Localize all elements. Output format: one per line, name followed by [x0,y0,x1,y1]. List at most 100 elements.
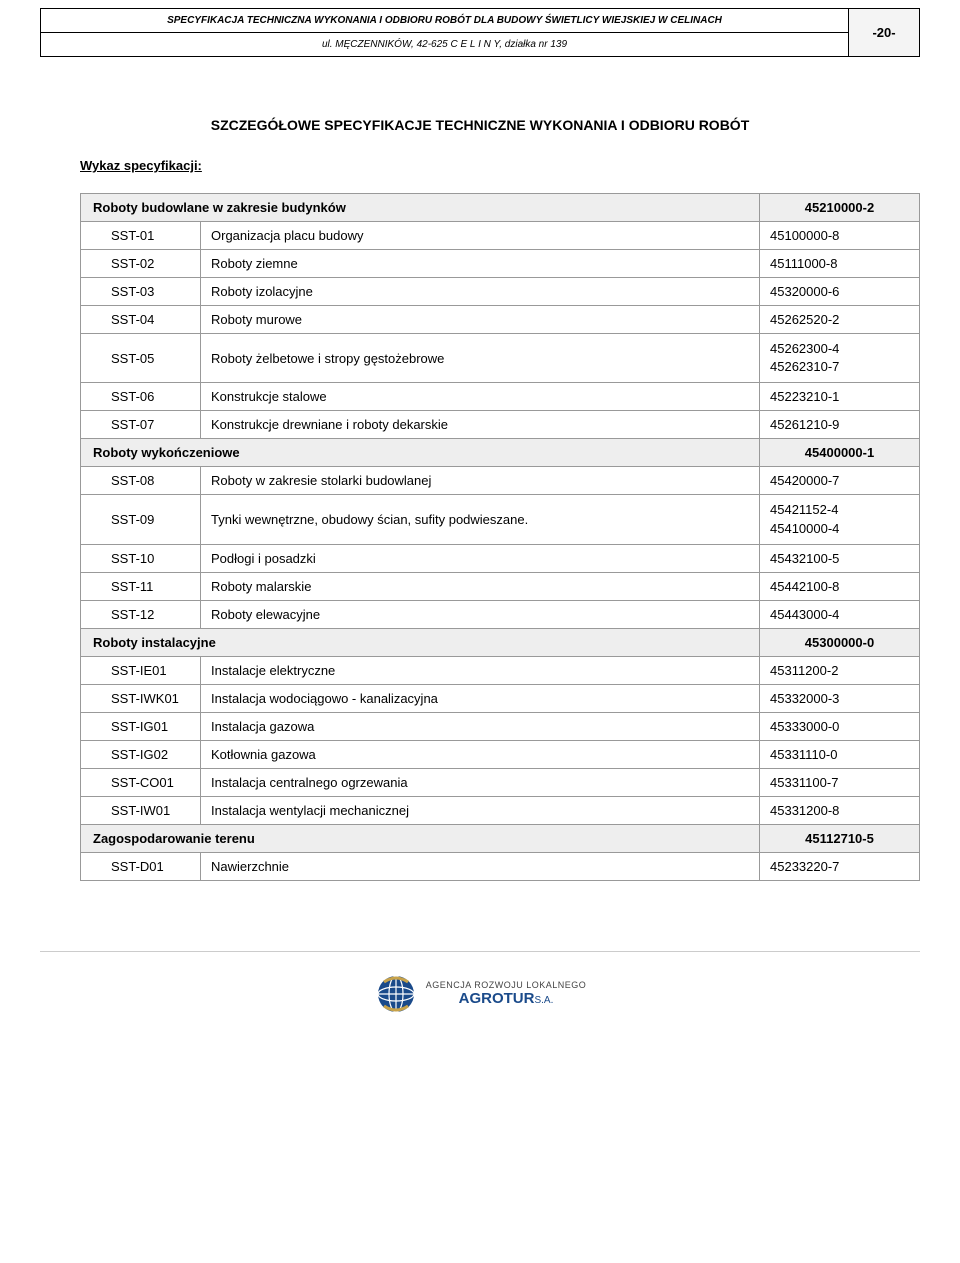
table-row: SST-11Roboty malarskie45442100-8 [81,572,920,600]
row-desc: Roboty murowe [201,306,760,334]
row-code: SST-IG01 [81,712,201,740]
row-code: SST-IWK01 [81,684,201,712]
row-desc: Instalacja gazowa [201,712,760,740]
row-desc: Konstrukcje stalowe [201,383,760,411]
row-num: 45261210-9 [760,411,920,439]
table-group-row: Roboty instalacyjne45300000-0 [81,628,920,656]
table-group-row: Roboty wykończeniowe45400000-1 [81,439,920,467]
table-row: SST-09Tynki wewnętrzne, obudowy ścian, s… [81,495,920,544]
row-num: 45262520-2 [760,306,920,334]
row-num: 45420000-7 [760,467,920,495]
row-desc: Instalacja wentylacji mechanicznej [201,796,760,824]
list-label: Wykaz specyfikacji: [80,158,920,173]
row-desc: Nawierzchnie [201,852,760,880]
footer-text-block: AGENCJA ROZWOJU LOKALNEGO AGROTURS.A. [426,980,587,1007]
table-row: SST-06Konstrukcje stalowe45223210-1 [81,383,920,411]
row-num: 45333000-0 [760,712,920,740]
footer-brand: AGROTUR [459,990,535,1007]
row-code: SST-10 [81,544,201,572]
row-desc: Instalacja centralnego ogrzewania [201,768,760,796]
row-num: 45262300-445262310-7 [760,334,920,383]
row-desc: Konstrukcje drewniane i roboty dekarskie [201,411,760,439]
group-num: 45300000-0 [760,628,920,656]
header-title: SPECYFIKACJA TECHNICZNA WYKONANIA I ODBI… [41,9,848,33]
row-code: SST-09 [81,495,201,544]
row-code: SST-05 [81,334,201,383]
row-code: SST-06 [81,383,201,411]
table-row: SST-10Podłogi i posadzki45432100-5 [81,544,920,572]
row-desc: Roboty ziemne [201,250,760,278]
table-row: SST-12Roboty elewacyjne45443000-4 [81,600,920,628]
row-desc: Tynki wewnętrzne, obudowy ścian, sufity … [201,495,760,544]
header-box: SPECYFIKACJA TECHNICZNA WYKONANIA I ODBI… [40,8,920,57]
row-desc: Roboty malarskie [201,572,760,600]
table-row: SST-03Roboty izolacyjne45320000-6 [81,278,920,306]
row-num: 45331100-7 [760,768,920,796]
row-desc: Kotłownia gazowa [201,740,760,768]
table-row: SST-IG01Instalacja gazowa45333000-0 [81,712,920,740]
group-num: 45210000-2 [760,194,920,222]
row-code: SST-12 [81,600,201,628]
footer-brand-line: AGROTURS.A. [426,990,587,1007]
document-page: SPECYFIKACJA TECHNICZNA WYKONANIA I ODBI… [0,0,960,1059]
row-num: 45311200-2 [760,656,920,684]
row-num: 45233220-7 [760,852,920,880]
footer-agency-line: AGENCJA ROZWOJU LOKALNEGO [426,980,587,990]
row-code: SST-08 [81,467,201,495]
header-subtitle: ul. MĘCZENNIKÓW, 42-625 C E L I N Y, dzi… [41,33,848,56]
table-row: SST-02Roboty ziemne45111000-8 [81,250,920,278]
table-row: SST-01Organizacja placu budowy45100000-8 [81,222,920,250]
row-desc: Roboty w zakresie stolarki budowlanej [201,467,760,495]
table-row: SST-04Roboty murowe45262520-2 [81,306,920,334]
row-num: 45443000-4 [760,600,920,628]
table-row: SST-CO01Instalacja centralnego ogrzewani… [81,768,920,796]
row-num: 45111000-8 [760,250,920,278]
footer: AGENCJA ROZWOJU LOKALNEGO AGROTURS.A. [40,951,920,1019]
table-row: SST-D01Nawierzchnie45233220-7 [81,852,920,880]
row-code: SST-04 [81,306,201,334]
table-row: SST-IE01Instalacje elektryczne45311200-2 [81,656,920,684]
row-code: SST-CO01 [81,768,201,796]
row-code: SST-D01 [81,852,201,880]
group-num: 45400000-1 [760,439,920,467]
page-number: -20- [849,9,919,56]
row-num: 45421152-445410000-4 [760,495,920,544]
spec-table: Roboty budowlane w zakresie budynków4521… [80,193,920,881]
group-label: Roboty wykończeniowe [81,439,760,467]
row-code: SST-02 [81,250,201,278]
row-code: SST-IE01 [81,656,201,684]
header-left: SPECYFIKACJA TECHNICZNA WYKONANIA I ODBI… [41,9,849,56]
row-desc: Roboty elewacyjne [201,600,760,628]
footer-sa: S.A. [534,995,553,1006]
row-num: 45100000-8 [760,222,920,250]
row-desc: Roboty żelbetowe i stropy gęstożebrowe [201,334,760,383]
table-row: SST-IW01Instalacja wentylacji mechaniczn… [81,796,920,824]
section-title: SZCZEGÓŁOWE SPECYFIKACJE TECHNICZNE WYKO… [40,117,920,133]
table-group-row: Roboty budowlane w zakresie budynków4521… [81,194,920,222]
footer-logo: AGENCJA ROZWOJU LOKALNEGO AGROTURS.A. [374,972,587,1016]
row-num: 45331200-8 [760,796,920,824]
row-code: SST-01 [81,222,201,250]
row-num: 45442100-8 [760,572,920,600]
row-num: 45320000-6 [760,278,920,306]
row-code: SST-11 [81,572,201,600]
table-row: SST-IG02Kotłownia gazowa45331110-0 [81,740,920,768]
row-desc: Instalacje elektryczne [201,656,760,684]
group-label: Roboty budowlane w zakresie budynków [81,194,760,222]
row-num: 45332000-3 [760,684,920,712]
table-group-row: Zagospodarowanie terenu45112710-5 [81,824,920,852]
row-desc: Organizacja placu budowy [201,222,760,250]
table-row: SST-07Konstrukcje drewniane i roboty dek… [81,411,920,439]
row-num: 45432100-5 [760,544,920,572]
table-row: SST-05Roboty żelbetowe i stropy gęstożeb… [81,334,920,383]
row-desc: Roboty izolacyjne [201,278,760,306]
row-num: 45331110-0 [760,740,920,768]
row-code: SST-IW01 [81,796,201,824]
row-code: SST-03 [81,278,201,306]
row-num: 45223210-1 [760,383,920,411]
row-code: SST-07 [81,411,201,439]
row-code: SST-IG02 [81,740,201,768]
group-label: Roboty instalacyjne [81,628,760,656]
row-desc: Podłogi i posadzki [201,544,760,572]
table-row: SST-IWK01Instalacja wodociągowo - kanali… [81,684,920,712]
